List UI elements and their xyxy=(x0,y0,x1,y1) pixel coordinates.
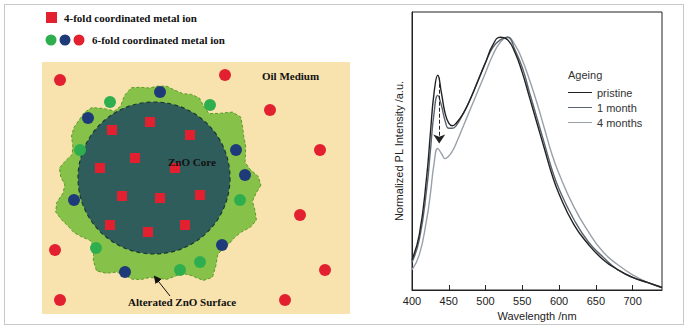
svg-text:Wavelength /nm: Wavelength /nm xyxy=(497,310,576,322)
svg-text:Ageing: Ageing xyxy=(568,69,602,81)
svg-text:6-fold coordinated metal ion: 6-fold coordinated metal ion xyxy=(92,34,225,46)
svg-text:600: 600 xyxy=(550,295,568,307)
svg-text:pristine: pristine xyxy=(597,87,632,99)
svg-text:4 months: 4 months xyxy=(597,117,643,129)
svg-text:Alterated ZnO Surface: Alterated ZnO Surface xyxy=(128,296,236,308)
svg-text:1 month: 1 month xyxy=(597,102,637,114)
svg-text:4-fold coordinated metal ion: 4-fold coordinated metal ion xyxy=(64,12,197,24)
svg-text:Oil Medium: Oil Medium xyxy=(262,70,319,82)
svg-text:700: 700 xyxy=(623,295,641,307)
svg-text:650: 650 xyxy=(587,295,605,307)
svg-text:550: 550 xyxy=(513,295,531,307)
svg-text:ZnO Core: ZnO Core xyxy=(168,156,216,168)
svg-text:400: 400 xyxy=(403,295,421,307)
svg-text:500: 500 xyxy=(476,295,494,307)
svg-text:Normalized PL Intensity /a.u.: Normalized PL Intensity /a.u. xyxy=(393,81,405,221)
svg-text:450: 450 xyxy=(440,295,458,307)
